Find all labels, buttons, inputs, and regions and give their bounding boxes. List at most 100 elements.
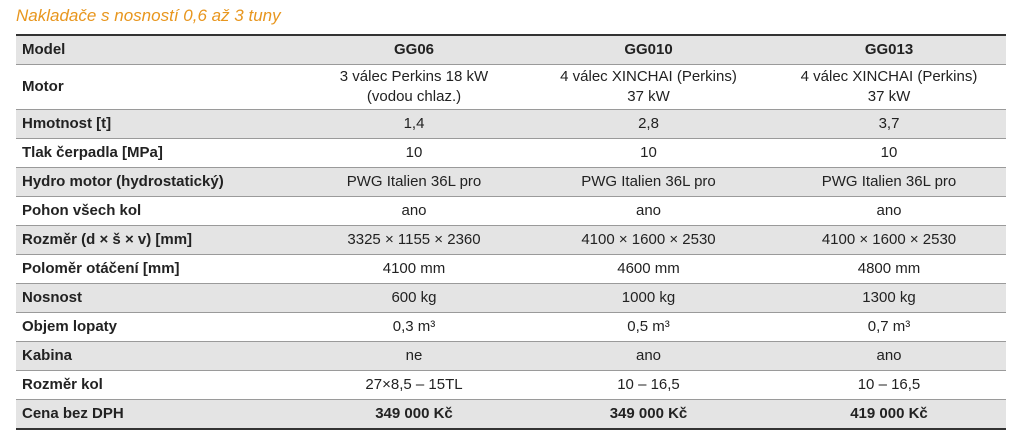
table-row: Nosnost 600 kg 1000 kg 1300 kg <box>16 283 1006 313</box>
cell-line: 1300 kg <box>862 289 916 306</box>
row-label: Tlak čerpadla [MPa] <box>16 138 303 168</box>
cell: 27×8,5 – 15TL <box>303 370 525 400</box>
cell: PWG Italien 36L pro <box>772 167 1006 197</box>
cell: 10 <box>303 138 525 168</box>
row-label: Motor <box>16 64 303 110</box>
cell-line: PWG Italien 36L pro <box>821 173 957 190</box>
cell-line: 0,7 m³ <box>867 318 911 335</box>
row-label: Nosnost <box>16 283 303 313</box>
cell-line: 10 <box>880 144 898 161</box>
cell-line: Hydro motor (hydrostatický) <box>22 173 224 190</box>
cell: 1300 kg <box>772 283 1006 313</box>
cell-line: Rozměr (d × š × v) [mm] <box>22 231 193 248</box>
cell: 0,7 m³ <box>772 312 1006 342</box>
spec-table: Model GG06 GG010 GG013 Motor 3 válec Perkins … <box>16 34 1006 430</box>
cell: 4 válec XINCHAI (Perkins) 37 kW <box>525 64 772 110</box>
cell: PWG Italien 36L pro <box>525 167 772 197</box>
cell-line: 1,4 <box>403 115 425 132</box>
cell-line: Tlak čerpadla [MPa] <box>22 144 163 161</box>
cell: ano <box>772 196 1006 226</box>
cell-line: Nosnost <box>22 289 82 306</box>
cell-line: 600 kg <box>391 289 437 306</box>
cell: 419 000 Kč <box>772 399 1006 430</box>
row-label: Kabina <box>16 341 303 371</box>
cell-line: 1000 kg <box>621 289 676 306</box>
cell: 4100 × 1600 × 2530 <box>772 225 1006 255</box>
header-cell: GG010 <box>525 34 772 65</box>
cell-line: 4600 mm <box>617 260 680 277</box>
cell: 349 000 Kč <box>303 399 525 430</box>
table-row: Tlak čerpadla [MPa] 10 10 10 <box>16 138 1006 168</box>
cell: 10 – 16,5 <box>772 370 1006 400</box>
table-row: Poloměr otáčení [mm] 4100 mm 4600 mm 4800 m… <box>16 254 1006 284</box>
cell-line: ano <box>635 347 662 364</box>
table-row: Motor 3 válec Perkins 18 kW (vodou chlaz.)… <box>16 64 1006 110</box>
cell-line: 10 <box>405 144 423 161</box>
cell-line: 0,5 m³ <box>627 318 670 335</box>
cell-line: 2,8 <box>638 115 659 132</box>
cell-line: 4100 mm <box>382 260 446 277</box>
cell: 4 válec XINCHAI (Perkins) 37 kW <box>772 64 1006 110</box>
cell-line: 37 kW <box>867 88 911 105</box>
cell-line: Rozměr kol <box>22 376 103 393</box>
cell-line: 0,3 m³ <box>392 318 436 335</box>
cell: 4100 × 1600 × 2530 <box>525 225 772 255</box>
table-row: Rozměr (d × š × v) [mm] 3325 × 1155 × 236… <box>16 225 1006 255</box>
cell-line: 4 válec XINCHAI (Perkins) <box>800 68 978 85</box>
cell-line: 349 000 Kč <box>375 405 453 422</box>
cell-line: 27×8,5 – 15TL <box>365 376 463 393</box>
cell-line: ano <box>876 347 902 364</box>
cell-line: 4100 × 1600 × 2530 <box>821 231 957 248</box>
row-label: Poloměr otáčení [mm] <box>16 254 303 284</box>
cell-line: ano <box>401 202 427 219</box>
cell-line: 4100 × 1600 × 2530 <box>581 231 716 248</box>
row-label: Rozměr (d × š × v) [mm] <box>16 225 303 255</box>
cell: 3325 × 1155 × 2360 <box>303 225 525 255</box>
cell-line: Motor <box>22 78 64 95</box>
cell-line: PWG Italien 36L pro <box>581 173 716 190</box>
cell-line: 349 000 Kč <box>609 405 688 422</box>
header-cell: GG013 <box>772 34 1006 65</box>
cell: 4600 mm <box>525 254 772 284</box>
cell: ano <box>303 196 525 226</box>
row-label: Pohon všech kol <box>16 196 303 226</box>
row-label: Hmotnost [t] <box>16 109 303 139</box>
table-row: Hmotnost [t] 1,4 2,8 3,7 <box>16 109 1006 139</box>
cell: 10 <box>525 138 772 168</box>
cell: 3,7 <box>772 109 1006 139</box>
cell: 4800 mm <box>772 254 1006 284</box>
cell-line: PWG Italien 36L pro <box>346 173 482 190</box>
cell: ano <box>525 196 772 226</box>
cell-line: 419 000 Kč <box>850 405 928 422</box>
cell-line: ano <box>635 202 662 219</box>
row-label: Hydro motor (hydrostatický) <box>16 167 303 197</box>
table-row: Rozměr kol 27×8,5 – 15TL 10 – 16,5 10 – 16,… <box>16 370 1006 400</box>
header-cell: Model <box>16 34 303 65</box>
cell-line: Kabina <box>22 347 73 364</box>
row-label: Rozměr kol <box>16 370 303 400</box>
cell: 0,5 m³ <box>525 312 772 342</box>
cell-line: 37 kW <box>627 88 670 105</box>
cell: 0,3 m³ <box>303 312 525 342</box>
header-cell: GG06 <box>303 34 525 65</box>
cell-line: ne <box>405 347 423 364</box>
cell: 1000 kg <box>525 283 772 313</box>
table-row: Pohon všech kol ano ano ano <box>16 196 1006 226</box>
cell-line: 3,7 <box>878 115 900 132</box>
cell: 4100 mm <box>303 254 525 284</box>
cell-line: 4800 mm <box>857 260 921 277</box>
cell: PWG Italien 36L pro <box>303 167 525 197</box>
table-row: Cena bez DPH 349 000 Kč 349 000 Kč 419 000 … <box>16 399 1006 430</box>
cell-line: ano <box>876 202 902 219</box>
cell-line: Poloměr otáčení [mm] <box>22 260 180 277</box>
cell: ano <box>772 341 1006 371</box>
table-row: Kabina ne ano ano <box>16 341 1006 371</box>
row-label: Cena bez DPH <box>16 399 303 430</box>
cell: 3 válec Perkins 18 kW (vodou chlaz.) <box>303 64 525 110</box>
cell-line: Hmotnost [t] <box>22 115 112 132</box>
cell-line: 10 – 16,5 <box>857 376 921 393</box>
cell-line: 10 – 16,5 <box>617 376 680 393</box>
cell-line: 4 válec XINCHAI (Perkins) <box>560 68 737 85</box>
title: Nakladače s nosností 0,6 až 3 tuny <box>16 6 281 25</box>
